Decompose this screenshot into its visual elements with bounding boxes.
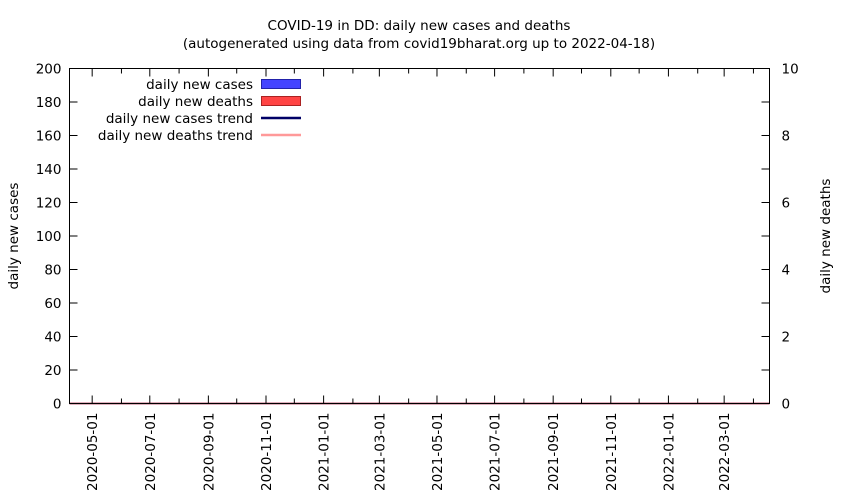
y2-axis-label: daily new deaths <box>818 179 834 294</box>
x-tick-label: 2021-05-01 <box>430 413 446 491</box>
y2-tick-label: 6 <box>782 196 791 212</box>
y-tick-label: 200 <box>36 62 62 78</box>
y-axis-label: daily new cases <box>6 183 22 290</box>
x-tick-label: 2021-09-01 <box>546 413 562 491</box>
x-tick-label: 2021-07-01 <box>488 412 504 490</box>
x-axis: 2020-05-01 2020-07-01 2020-09-01 2020-11-01… <box>85 68 754 491</box>
x-tick-label: 2020-05-01 <box>85 413 101 491</box>
legend-label: daily new cases trend <box>106 111 253 127</box>
chart-title: COVID-19 in DD: daily new cases and deat… <box>268 18 571 34</box>
x-tick-label: 2020-11-01 <box>259 413 275 491</box>
x-tick-label: 2022-03-01 <box>717 413 733 491</box>
y2-axis: 0 2 4 6 8 10 <box>761 62 799 413</box>
y2-tick-label: 8 <box>782 129 791 145</box>
legend-label: daily new cases <box>146 77 253 93</box>
y-tick-label: 20 <box>44 363 61 379</box>
x-tick-label: 2021-01-01 <box>317 413 333 491</box>
legend-label: daily new deaths trend <box>98 128 253 144</box>
y-tick-label: 60 <box>44 296 61 312</box>
y2-tick-label: 10 <box>782 62 799 78</box>
legend-label: daily new deaths <box>138 94 253 110</box>
y-tick-label: 120 <box>36 196 62 212</box>
x-tick-label: 2021-11-01 <box>604 413 620 491</box>
x-tick-label: 2021-03-01 <box>372 413 388 491</box>
y-tick-label: 80 <box>44 263 61 279</box>
y-tick-label: 160 <box>36 129 62 145</box>
y-tick-label: 0 <box>53 397 62 413</box>
legend-swatch <box>261 96 301 106</box>
y-tick-label: 40 <box>44 330 61 346</box>
y-axis: 0 20 40 60 80 100 120 140 160 180 200 <box>36 62 770 413</box>
legend-swatch <box>261 79 301 89</box>
x-tick-label: 2022-01-01 <box>661 413 677 491</box>
y-tick-label: 180 <box>36 95 62 111</box>
chart-subtitle: (autogenerated using data from covid19bh… <box>183 36 655 52</box>
x-tick-label: 2020-09-01 <box>201 413 217 491</box>
y2-tick-label: 0 <box>782 397 791 413</box>
y-tick-label: 140 <box>36 162 62 178</box>
y2-tick-label: 2 <box>782 330 791 346</box>
y2-tick-label: 4 <box>782 263 791 279</box>
y-tick-label: 100 <box>36 229 62 245</box>
x-tick-label: 2020-07-01 <box>143 413 159 491</box>
